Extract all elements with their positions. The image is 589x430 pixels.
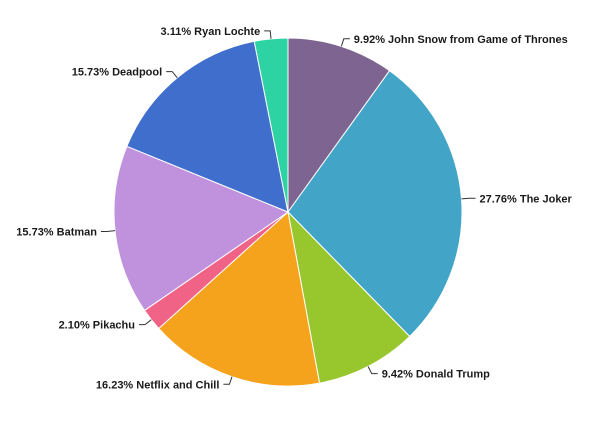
- slice-label-john-snow-from-game-of-thrones: 9.92% John Snow from Game of Thrones: [354, 34, 568, 46]
- leader-line-ryan-lochte: [264, 30, 272, 39]
- slice-label-netflix-and-chill: 16.23% Netflix and Chill: [96, 379, 219, 391]
- pie-slices: [113, 37, 463, 387]
- slice-label-deadpool: 15.73% Deadpool: [72, 67, 162, 79]
- slice-label-batman: 15.73% Batman: [16, 227, 97, 239]
- leader-line-pikachu: [139, 319, 152, 326]
- pie-slice-donald-trump: [287, 210, 411, 384]
- slice-label-ryan-lochte: 3.11% Ryan Lochte: [161, 26, 261, 38]
- slice-label-donald-trump: 9.42% Donald Trump: [382, 369, 490, 381]
- slice-label-pikachu: 2.10% Pikachu: [59, 320, 135, 332]
- leader-line-batman: [101, 230, 116, 232]
- pie-labels: 9.92% John Snow from Game of Thrones 27.7…: [16, 26, 572, 391]
- leader-line-deadpool: [166, 71, 178, 79]
- pie-slice-netflix-and-chill: [158, 211, 321, 387]
- slice-label-the-joker: 27.76% The Joker: [480, 193, 573, 205]
- pie-leader-lines: [101, 30, 476, 385]
- pie-slice-ryan-lochte: [253, 37, 289, 213]
- leader-line-john-snow-from-game-of-thrones: [340, 38, 350, 47]
- leader-line-netflix-and-chill: [223, 376, 233, 385]
- leader-line-donald-trump: [367, 366, 378, 375]
- leader-line-the-joker: [461, 197, 476, 200]
